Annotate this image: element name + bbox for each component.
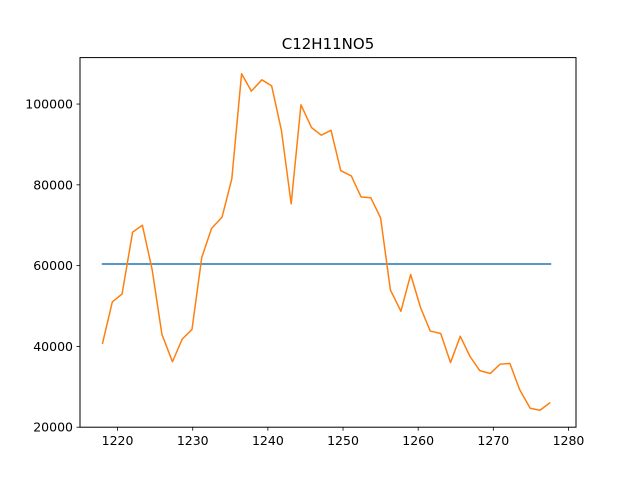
y-tick-label: 60000	[33, 258, 73, 273]
plot-marks	[101, 73, 552, 411]
y-tick-label: 20000	[33, 420, 73, 435]
series-line-2	[101, 73, 551, 411]
x-tick-label: 1230	[177, 433, 209, 448]
x-tick-label: 1220	[102, 433, 134, 448]
y-tick-label: 40000	[33, 339, 73, 354]
axes: 1220 1230 1240 1250 1260 1270 1280 20000 40000 60…	[25, 97, 584, 449]
plot-frame	[79, 57, 577, 428]
x-tick-label: 1270	[477, 433, 509, 448]
chart-title: C12H11NO5	[282, 35, 375, 53]
x-tick-label: 1280	[553, 433, 585, 448]
y-tick-label: 100000	[25, 97, 73, 112]
x-tick-label: 1250	[327, 433, 359, 448]
y-tick-label: 80000	[33, 177, 73, 192]
x-tick-label: 1240	[252, 433, 284, 448]
x-tick-label: 1260	[402, 433, 434, 448]
